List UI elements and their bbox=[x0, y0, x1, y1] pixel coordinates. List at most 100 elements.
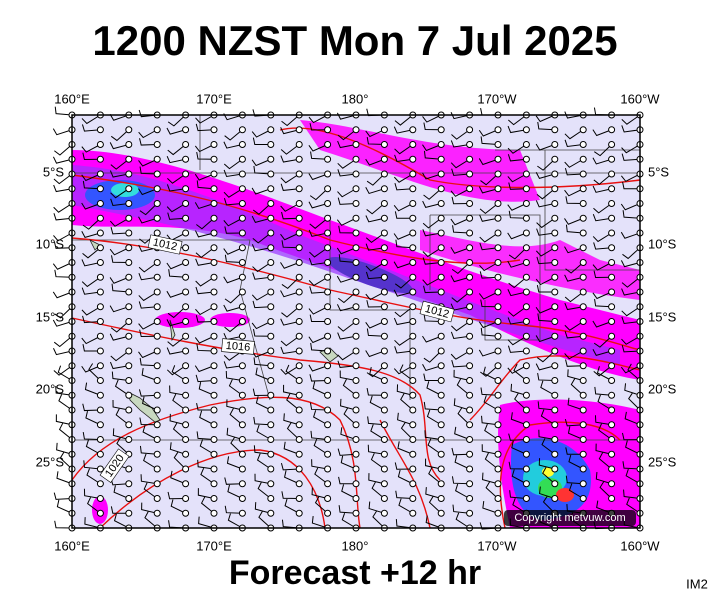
station bbox=[409, 465, 417, 473]
station bbox=[125, 465, 133, 473]
wind-barb bbox=[195, 315, 215, 323]
station bbox=[210, 391, 218, 399]
station bbox=[608, 155, 616, 163]
station bbox=[125, 170, 133, 178]
station bbox=[238, 421, 246, 429]
wind-barb bbox=[594, 386, 612, 396]
wind-barb bbox=[138, 350, 158, 359]
wind-barb bbox=[230, 436, 243, 455]
wind-barb bbox=[337, 197, 357, 205]
wind-barb bbox=[258, 510, 272, 529]
station bbox=[352, 391, 360, 399]
station bbox=[409, 170, 417, 178]
wind-barb bbox=[84, 517, 101, 529]
station bbox=[352, 362, 360, 370]
station bbox=[324, 141, 332, 148]
wind-barb bbox=[226, 427, 243, 440]
wind-barb bbox=[225, 370, 243, 381]
wind-barb bbox=[110, 129, 130, 142]
station bbox=[551, 259, 559, 266]
station bbox=[551, 273, 559, 281]
wind-barb bbox=[537, 401, 555, 411]
wind-barb bbox=[139, 445, 158, 455]
wind-barb bbox=[423, 350, 442, 363]
station bbox=[267, 244, 275, 252]
wind-barb bbox=[81, 230, 101, 239]
wind-barb bbox=[425, 487, 442, 499]
wind-barb bbox=[620, 173, 641, 182]
wind-barb bbox=[536, 217, 556, 229]
wind-barb bbox=[479, 203, 499, 214]
station bbox=[437, 259, 445, 266]
station bbox=[210, 303, 218, 311]
station bbox=[608, 288, 616, 296]
station bbox=[409, 391, 417, 399]
station bbox=[352, 436, 360, 443]
station bbox=[608, 185, 616, 193]
station bbox=[267, 214, 275, 222]
wind-barb bbox=[85, 439, 101, 455]
wind-barb bbox=[621, 144, 641, 154]
wind-barb bbox=[536, 228, 555, 236]
station bbox=[579, 362, 587, 370]
wind-barb bbox=[252, 388, 271, 397]
station bbox=[409, 406, 417, 414]
station bbox=[579, 259, 587, 266]
wind-barb bbox=[479, 262, 499, 272]
wind-barb bbox=[52, 319, 73, 327]
station bbox=[125, 126, 133, 134]
wind-barb bbox=[196, 431, 215, 440]
wind-barb bbox=[224, 321, 243, 333]
station bbox=[210, 347, 218, 355]
wind-barb bbox=[256, 453, 272, 470]
wind-barb bbox=[109, 142, 129, 150]
wind-barb bbox=[564, 350, 584, 360]
station bbox=[466, 421, 474, 429]
station bbox=[551, 450, 559, 458]
wind-barb bbox=[253, 445, 271, 455]
station bbox=[466, 244, 474, 252]
wind-barb bbox=[484, 452, 499, 470]
station bbox=[182, 377, 190, 384]
station bbox=[324, 450, 332, 458]
wind-barb bbox=[422, 114, 442, 123]
station bbox=[295, 465, 303, 473]
wind-barb bbox=[340, 455, 357, 470]
latitude-label: 25°S bbox=[36, 454, 65, 469]
station bbox=[437, 495, 445, 502]
station bbox=[182, 450, 190, 458]
wind-barb bbox=[507, 232, 527, 240]
station bbox=[409, 377, 417, 384]
wind-barb bbox=[422, 257, 442, 265]
wind-barb bbox=[537, 121, 555, 131]
station bbox=[494, 362, 502, 370]
station bbox=[96, 288, 104, 296]
station bbox=[551, 332, 559, 340]
wind-barb bbox=[337, 188, 357, 198]
wind-barb bbox=[365, 215, 385, 223]
station bbox=[238, 450, 246, 458]
station bbox=[494, 200, 502, 207]
wind-barb bbox=[564, 321, 584, 331]
wind-barb bbox=[567, 397, 584, 411]
station bbox=[324, 406, 332, 414]
wind-barb bbox=[592, 232, 612, 243]
wind-barb bbox=[223, 217, 243, 227]
station bbox=[324, 170, 332, 178]
station bbox=[267, 332, 275, 340]
wind-barb bbox=[82, 152, 101, 161]
latitude-label: 10°S bbox=[648, 236, 677, 251]
station bbox=[579, 288, 587, 296]
wind-barb bbox=[198, 516, 215, 529]
station bbox=[324, 229, 332, 237]
station bbox=[153, 377, 161, 384]
wind-barb bbox=[621, 306, 641, 317]
wind-barb bbox=[450, 350, 470, 360]
station bbox=[522, 214, 530, 222]
wind-barb bbox=[595, 443, 612, 455]
station bbox=[608, 406, 616, 414]
wind-barb bbox=[109, 170, 129, 178]
longitude-label: 160°W bbox=[620, 538, 660, 553]
station bbox=[324, 155, 332, 163]
longitude-label: 160°W bbox=[620, 91, 660, 106]
